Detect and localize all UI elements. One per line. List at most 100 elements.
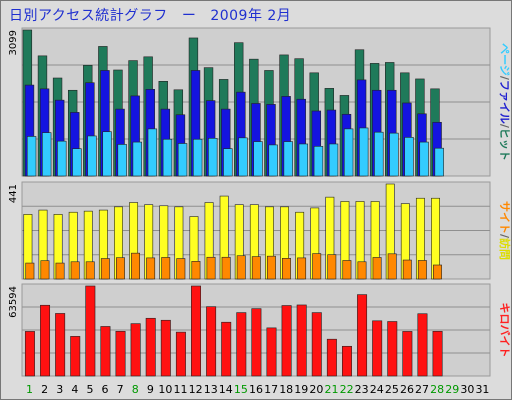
panel-1-bar-s3-day-27: [419, 141, 429, 177]
x-tick-label-19: 19: [294, 383, 308, 396]
x-tick-label-2: 2: [41, 383, 48, 396]
panel-3-legend-part-1: キロバイト: [498, 303, 511, 358]
panel-3-bar-s1-day-3: [55, 313, 66, 377]
panel-1-bar-s3-day-26: [404, 137, 414, 177]
x-tick-label-16: 16: [249, 383, 263, 396]
panel-1-bar-s3-day-23: [359, 127, 369, 177]
x-tick-label-7: 7: [117, 383, 124, 396]
panel-1-ymax-label: 3099: [8, 30, 19, 55]
panel-2-bar-s2-day-18: [282, 258, 291, 280]
panel-1-bar-s3-day-24: [374, 131, 384, 177]
panel-2-bar-s2-day-1: [25, 262, 35, 280]
panel-1-bar-s3-day-13: [208, 138, 218, 177]
panel-1-bar-s3-day-9: [147, 128, 158, 177]
panel-3-bar-s1-day-9: [145, 317, 156, 377]
x-tick-label-4: 4: [71, 383, 78, 396]
x-tick-label-5: 5: [86, 383, 93, 396]
panel-3-bar-s1-day-22: [341, 345, 352, 377]
panel-1-bar-s3-day-15: [238, 137, 248, 177]
title-separator: ー: [181, 8, 197, 24]
panel-1-bar-s3-day-19: [298, 143, 309, 177]
panel-2-bar-s2-day-10: [161, 257, 171, 280]
panel-3-bar-s1-day-14: [221, 321, 232, 377]
x-tick-label-31: 31: [475, 383, 489, 396]
x-tick-label-11: 11: [174, 383, 188, 396]
panel-2-bar-s2-day-4: [70, 261, 80, 280]
panel-2-bar-s2-day-14: [221, 256, 231, 280]
panel-1-bar-s3-day-18: [283, 141, 293, 177]
panel-2-bar-s2-day-15: [236, 255, 246, 280]
panel-3-bar-s1-day-21: [326, 338, 337, 377]
panel-1-bar-s3-day-12: [192, 138, 203, 177]
panel-2-bar-s2-day-16: [251, 256, 261, 280]
x-tick-label-22: 22: [340, 383, 354, 396]
panel-1-bar-s3-day-16: [253, 141, 263, 177]
panel-1-bar-s3-day-8: [132, 141, 142, 177]
panel-3-bar-s1-day-23: [357, 294, 368, 377]
panel-3-bar-s1-day-5: [85, 285, 96, 377]
panel-3-bar-s1-day-8: [130, 323, 141, 377]
x-tick-label-30: 30: [460, 383, 474, 396]
panel-1-bar-s3-day-21: [328, 143, 339, 177]
panel-1-bar-s3-day-11: [177, 143, 188, 177]
panel-2-bar-s2-day-27: [417, 260, 427, 280]
x-tick-label-27: 27: [415, 383, 429, 396]
panel-3-bar-s1-day-13: [206, 306, 217, 377]
panel-3-bar-s1-day-16: [251, 308, 262, 377]
panel-1-bar-s3-day-1: [26, 136, 37, 177]
panel-3-bar-s1-day-26: [402, 331, 413, 377]
panel-1-bar-s3-day-17: [268, 144, 278, 177]
x-tick-label-25: 25: [385, 383, 399, 396]
x-tick-label-26: 26: [400, 383, 414, 396]
panel-3-bar-s1-day-4: [70, 336, 81, 377]
panel-3-bar-s1-day-25: [387, 321, 398, 377]
x-tick-label-29: 29: [445, 383, 459, 396]
panel-1-legend: ページ/ファイル/ヒット: [498, 43, 511, 161]
x-tick-label-23: 23: [355, 383, 369, 396]
panel-2-bar-s2-day-12: [191, 261, 201, 280]
panel-1-legend-part-4: /: [498, 124, 511, 129]
panel-3-bar-s1-day-24: [372, 320, 383, 377]
panel-3-bar-s1-day-2: [40, 304, 51, 377]
panel-1-bar-s3-day-28: [434, 147, 444, 177]
panel-2-bar-s2-day-5: [85, 261, 95, 280]
x-tick-label-17: 17: [264, 383, 278, 396]
panel-2-bar-s2-day-7: [116, 257, 125, 280]
panel-3-bar-s1-day-18: [281, 305, 292, 377]
panel-1-bar-s3-day-3: [57, 140, 67, 177]
panel-3-ymax-label: 63594: [8, 286, 19, 318]
panel-1-bar-s3-day-10: [162, 138, 173, 177]
panel-2-bar-s2-day-13: [206, 256, 216, 280]
x-tick-label-1: 1: [26, 383, 33, 396]
panel-1-legend-part-1: ページ: [498, 43, 511, 76]
panel-2-bar-s2-day-17: [266, 255, 276, 280]
panel-3-bar-s1-day-28: [432, 330, 443, 377]
panel-1-bar-s3-day-22: [343, 128, 354, 177]
panel-3-bar-s1-day-10: [160, 319, 171, 377]
panel-2-bar-s2-day-9: [146, 257, 156, 280]
panel-3-bar-s1-day-7: [115, 330, 126, 377]
panel-2-bar-s2-day-6: [100, 258, 110, 280]
x-tick-label-15: 15: [234, 383, 248, 396]
x-tick-label-12: 12: [189, 383, 203, 396]
x-tick-label-6: 6: [102, 383, 109, 396]
panel-3-bar-s1-day-12: [191, 285, 201, 377]
panel-2-bar-s2-day-23: [357, 261, 367, 280]
panel-2-bar-s2-day-3: [55, 262, 65, 280]
x-tick-label-8: 8: [132, 383, 139, 396]
panel-3-bar-s1-day-6: [100, 326, 111, 377]
panel-1-bar-s3-day-7: [117, 144, 127, 177]
title-period: 2009年 2月: [210, 8, 292, 24]
panel-2-legend: サイト/訪問: [498, 201, 511, 260]
panel-2-legend-part-1: サイト: [498, 201, 511, 234]
panel-2-ymax-label: 441: [8, 184, 19, 203]
x-tick-label-28: 28: [430, 383, 444, 396]
x-tick-label-18: 18: [279, 383, 293, 396]
panel-2-bar-s2-day-19: [297, 257, 307, 280]
panel-2-bar-s2-day-26: [402, 259, 412, 280]
panel-2-bar-s2-day-20: [312, 253, 322, 280]
panel-2-bar-s2-day-28: [433, 264, 442, 280]
panel-1-legend-part-5: ヒット: [498, 128, 511, 161]
x-tick-label-13: 13: [204, 383, 218, 396]
